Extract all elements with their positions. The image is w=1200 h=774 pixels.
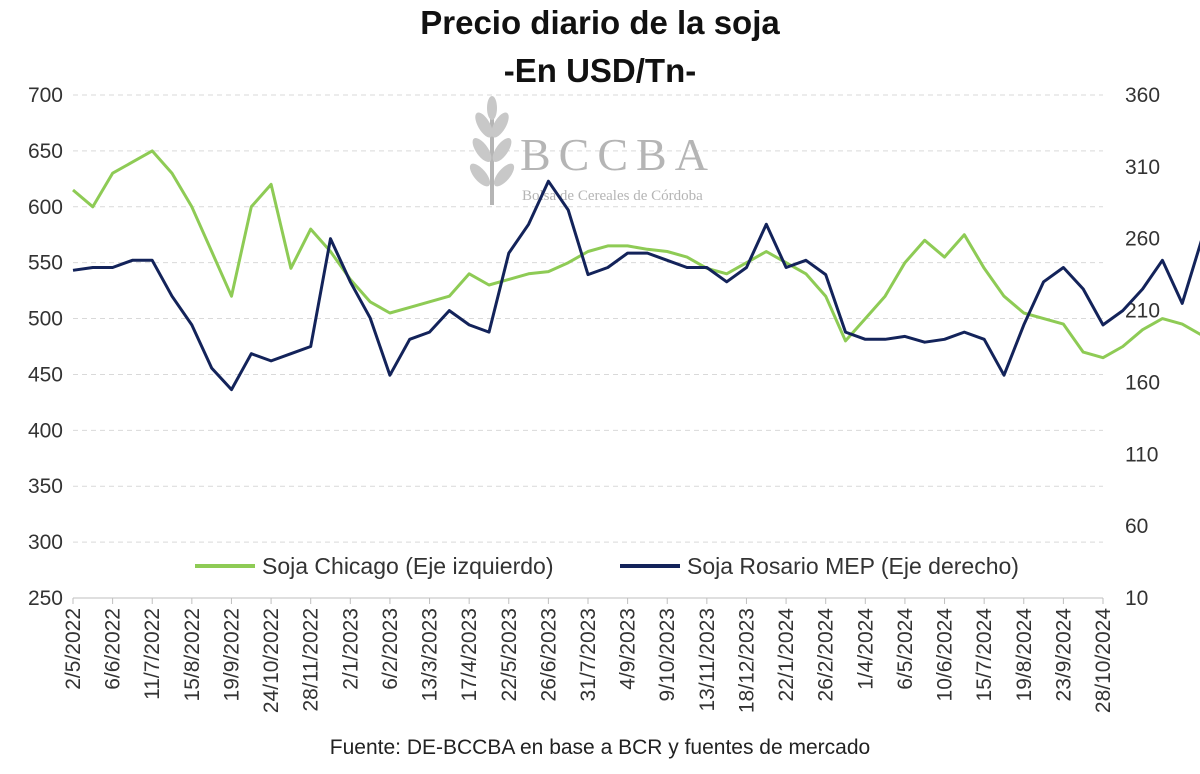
grid-lines [73,94,1103,599]
right-tick-label: 60 [1125,515,1148,538]
x-tick-label: 13/3/2023 [419,608,442,701]
right-tick-label: 360 [1125,84,1160,107]
left-tick-label: 550 [28,252,63,275]
x-tick-label: 19/9/2022 [220,608,243,701]
x-tick-label: 28/11/2022 [300,608,323,712]
x-tick-label: 6/6/2022 [102,608,125,690]
x-tick-label: 22/5/2023 [498,608,521,701]
x-tick-label: 28/10/2024 [1092,608,1115,713]
left-tick-label: 250 [28,587,63,610]
wheat-logo-icon [469,96,515,205]
x-tick-label: 6/2/2023 [379,608,402,690]
x-tick-label: 13/11/2023 [696,608,719,712]
x-tick-label: 17/4/2023 [458,608,481,701]
left-tick-label: 350 [28,475,63,498]
x-tick-label: 6/5/2024 [894,608,917,690]
x-tick-label: 2/5/2022 [62,608,85,690]
series-line-rosario [72,179,1200,392]
x-tick-label: 11/7/2022 [141,608,164,700]
left-axis-ticks: 250 300 350 400 450 500 550 600 650 700 [28,84,63,610]
watermark-logo-text: BCCBA [520,129,716,180]
source-note: Fuente: DE-BCCBA en base a BCR y fuentes… [329,736,871,759]
left-tick-label: 500 [28,308,63,331]
x-tick-label: 23/9/2024 [1052,608,1075,702]
left-tick-label: 700 [28,84,63,107]
left-tick-label: 400 [28,419,63,442]
x-tick-label: 26/6/2023 [537,608,560,701]
x-tick-label: 10/6/2024 [934,608,957,702]
legend-label: Soja Rosario MEP (Eje derecho) [687,553,1019,579]
x-tick-label: 4/9/2023 [617,608,640,690]
x-axis-ticks: 2/5/2022 6/6/2022 11/7/2022 15/8/2022 19/9/2… [62,598,1115,713]
right-tick-label: 110 [1125,443,1158,466]
right-tick-label: 10 [1125,587,1148,610]
x-tick-label: 31/7/2023 [577,608,600,701]
x-tick-label: 1/4/2024 [854,608,877,690]
left-tick-label: 450 [28,363,63,386]
chart-subtitle: -En USD/Tn- [503,52,697,89]
right-tick-label: 210 [1125,300,1160,323]
x-tick-label: 2/1/2023 [339,608,362,690]
x-tick-label: 24/10/2022 [260,608,283,713]
bccba-watermark: BCCBA Bolsa de Cereales de Córdoba [469,96,716,205]
series-line-chicago [72,149,1200,360]
right-axis-ticks: 10 60 110 160 210 260 310 360 [1125,84,1160,610]
legend-label: Soja Chicago (Eje izquierdo) [262,553,554,579]
x-tick-label: 15/8/2022 [181,608,204,701]
left-tick-label: 300 [28,531,63,554]
x-tick-label: 9/10/2023 [656,608,679,701]
chart-title: Precio diario de la soja [420,4,780,41]
legend: Soja Chicago (Eje izquierdo) Soja Rosario… [188,545,1070,585]
watermark-logo-subtext: Bolsa de Cereales de Córdoba [522,188,703,204]
x-tick-label: 26/2/2024 [815,608,838,702]
right-tick-label: 160 [1125,371,1160,394]
x-tick-label: 22/1/2024 [775,608,798,702]
x-tick-label: 15/7/2024 [973,608,996,702]
x-tick-label: 18/12/2023 [735,608,758,713]
right-tick-label: 310 [1125,156,1160,179]
left-tick-label: 650 [28,140,63,163]
right-tick-label: 260 [1125,228,1160,251]
left-tick-label: 600 [28,196,63,219]
series-lines [72,149,1200,392]
x-tick-label: 19/8/2024 [1013,608,1036,702]
